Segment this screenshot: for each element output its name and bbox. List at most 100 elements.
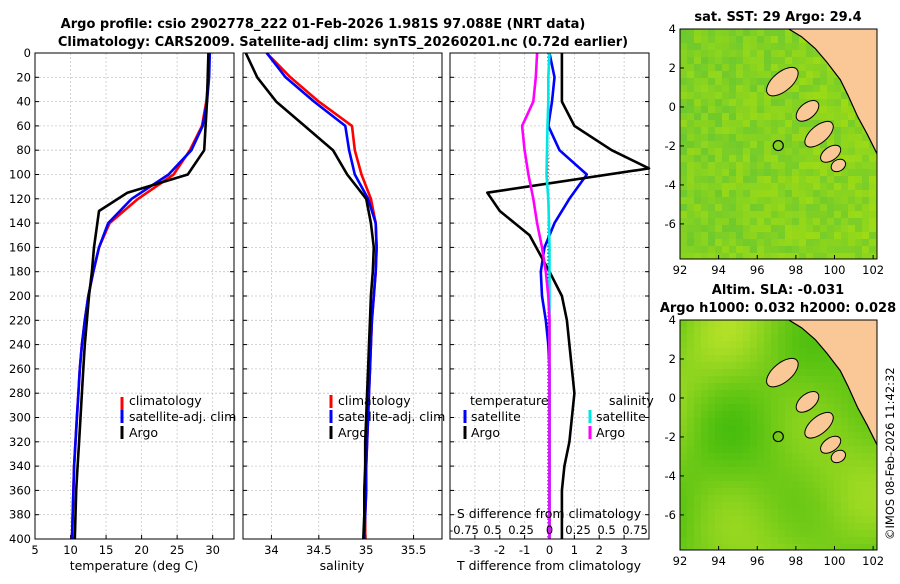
map-cell xyxy=(827,239,835,247)
map-cell xyxy=(764,71,772,79)
map-cell xyxy=(736,134,744,142)
map-cell xyxy=(708,169,716,177)
map-cell xyxy=(701,327,709,335)
map-cell xyxy=(785,120,793,128)
map-cell xyxy=(722,509,730,517)
map-cell xyxy=(778,253,786,259)
map-cell xyxy=(813,369,821,377)
map-cell xyxy=(785,460,793,468)
map-cell xyxy=(722,327,730,335)
map-cell xyxy=(806,411,814,419)
map-cell xyxy=(792,169,800,177)
map-cell xyxy=(827,204,835,212)
map-cell xyxy=(750,232,758,240)
map-cell xyxy=(750,99,758,107)
map-cell xyxy=(820,232,828,240)
map-cell xyxy=(820,516,828,524)
map-cell xyxy=(771,43,779,51)
map-cell xyxy=(820,176,828,184)
map-cell xyxy=(715,176,723,184)
map-cell xyxy=(806,481,814,489)
map-cell xyxy=(708,92,716,100)
map-cell xyxy=(694,327,702,335)
map-cell xyxy=(764,446,772,454)
map-cell xyxy=(743,43,751,51)
map-cell xyxy=(869,148,877,156)
map-cell xyxy=(750,197,758,205)
map-cell xyxy=(799,225,807,233)
map-cell xyxy=(694,246,702,254)
depth-tick-label: 300 xyxy=(9,411,31,425)
map-cell xyxy=(764,232,772,240)
map-cell xyxy=(792,453,800,461)
map-cell xyxy=(820,64,828,72)
map-cell xyxy=(708,113,716,121)
map-cell xyxy=(792,481,800,489)
map-cell xyxy=(680,225,688,233)
map-cell xyxy=(834,183,842,191)
map-cell xyxy=(813,232,821,240)
map-cell xyxy=(694,204,702,212)
map-cell xyxy=(841,523,849,531)
depth-tick-label: 120 xyxy=(9,192,31,206)
map-cell xyxy=(834,446,842,454)
map-cell xyxy=(680,211,688,219)
map-cell xyxy=(736,113,744,121)
map-cell xyxy=(799,502,807,510)
map-cell xyxy=(806,530,814,538)
map-cell xyxy=(764,50,772,58)
map-cell xyxy=(813,197,821,205)
map-cell xyxy=(722,376,730,384)
map-cell xyxy=(729,397,737,405)
map-cell xyxy=(848,411,856,419)
map-cell xyxy=(701,362,709,370)
map-cell xyxy=(708,232,716,240)
map-cell xyxy=(799,57,807,65)
map-cell xyxy=(827,369,835,377)
map-cell xyxy=(848,162,856,170)
map-cell xyxy=(834,488,842,496)
map-cell xyxy=(820,197,828,205)
map-cell xyxy=(701,99,709,107)
map-cell xyxy=(757,239,765,247)
map-cell xyxy=(785,190,793,198)
map-cell xyxy=(841,390,849,398)
depth-tick-label: 160 xyxy=(9,240,31,254)
map-cell xyxy=(680,183,688,191)
map-cell xyxy=(715,246,723,254)
map-cell xyxy=(848,204,856,212)
map-cell xyxy=(729,92,737,100)
map-cell xyxy=(806,155,814,163)
map-cell xyxy=(743,120,751,128)
map-cell xyxy=(701,141,709,149)
map-cell xyxy=(687,57,695,65)
map-cell xyxy=(869,155,877,163)
map-cell xyxy=(785,141,793,149)
map-cell xyxy=(806,232,814,240)
map-cell xyxy=(708,141,716,149)
map-cell xyxy=(806,467,814,475)
map-cell xyxy=(694,474,702,482)
map-cell xyxy=(813,211,821,219)
map-cell xyxy=(771,425,779,433)
map-cell xyxy=(813,474,821,482)
map-cell xyxy=(778,120,786,128)
map-cell xyxy=(680,418,688,426)
map-cell xyxy=(827,502,835,510)
map-cell xyxy=(729,106,737,114)
map-cell xyxy=(687,225,695,233)
map-cell xyxy=(820,57,828,65)
map-cell xyxy=(785,253,793,259)
map-cell xyxy=(743,327,751,335)
map-cell xyxy=(771,446,779,454)
map-cell xyxy=(694,397,702,405)
map-cell xyxy=(736,218,744,226)
map-cell xyxy=(680,99,688,107)
map-cell xyxy=(799,162,807,170)
map-cell xyxy=(694,502,702,510)
map-cell xyxy=(855,190,863,198)
map-cell xyxy=(799,369,807,377)
map-cell xyxy=(687,481,695,489)
map-cell xyxy=(729,148,737,156)
map-cell xyxy=(757,211,765,219)
